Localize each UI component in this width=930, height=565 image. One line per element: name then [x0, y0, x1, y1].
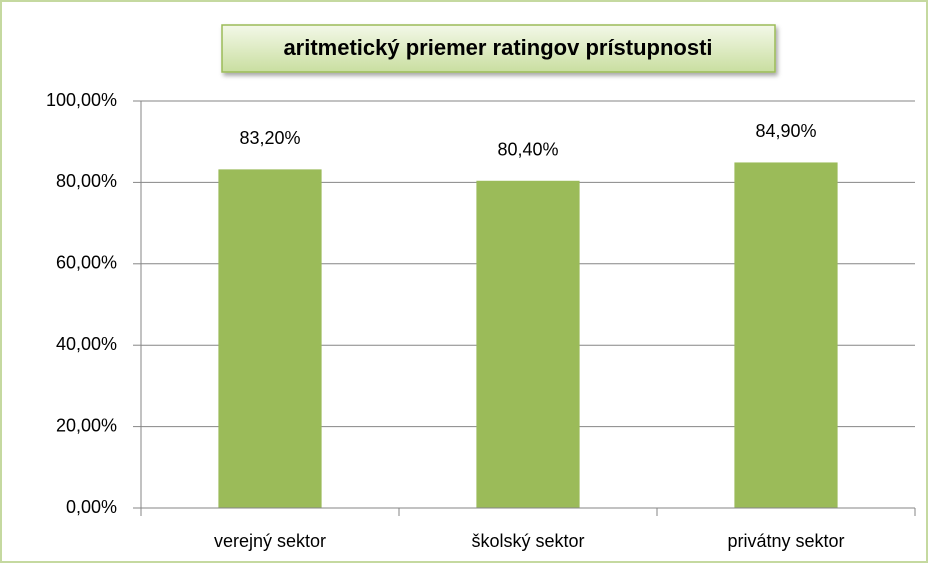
x-tick-label: verejný sektor [214, 531, 326, 551]
bar [476, 180, 580, 508]
chart-title: aritmetický priemer ratingov prístupnost… [283, 35, 712, 60]
y-tick-label: 40,00% [56, 334, 117, 354]
y-tick-label: 60,00% [56, 253, 117, 273]
data-label: 80,40% [497, 140, 558, 160]
x-tick-label: privátny sektor [727, 531, 844, 551]
x-tick-label: školský sektor [471, 531, 584, 551]
bar [734, 162, 838, 508]
title-box [221, 24, 776, 73]
y-tick-label: 100,00% [46, 90, 117, 110]
y-tick-label: 0,00% [66, 497, 117, 517]
data-label: 83,20% [239, 128, 300, 148]
y-tick-label: 20,00% [56, 415, 117, 435]
y-tick-label: 80,00% [56, 171, 117, 191]
data-label: 84,90% [755, 121, 816, 141]
bar [218, 169, 322, 508]
